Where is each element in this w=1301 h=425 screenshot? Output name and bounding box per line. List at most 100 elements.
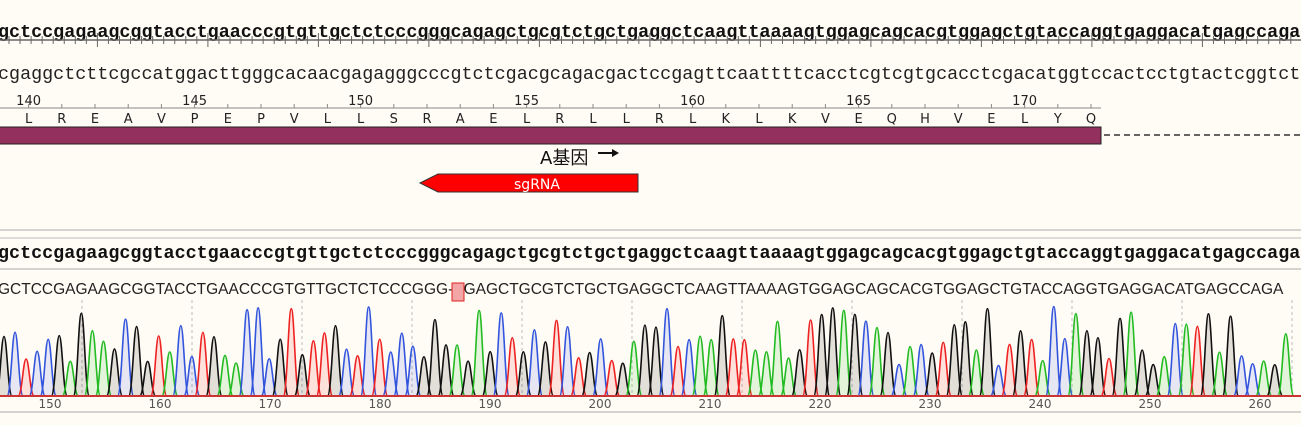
amino-acid: L	[689, 112, 697, 127]
trace-peak-G	[956, 320, 975, 397]
sgrna-primer-arrow[interactable]	[418, 173, 639, 193]
trace-peak-T	[724, 338, 743, 397]
chromatogram-tick-label: 210	[699, 397, 722, 411]
trace-peak-G	[978, 307, 997, 397]
trace-peak-C	[558, 326, 577, 397]
trace-peak-C	[1166, 322, 1185, 397]
amino-acid: A	[124, 112, 133, 127]
residue-number: 165	[846, 94, 871, 109]
alignment-reference-sequence: gctccgagaagcggtacctgaacccgtgttgctctcccgg…	[0, 243, 1301, 264]
amino-acid: L	[324, 112, 332, 127]
residue-number: 140	[16, 94, 41, 109]
gene-feature-label: A基因	[540, 148, 588, 169]
amino-acid: L	[623, 112, 631, 127]
amino-acid: V	[157, 112, 166, 127]
amino-acid: P	[191, 112, 199, 127]
chromatogram-tick-label: 190	[479, 397, 502, 411]
trace-peak-C	[658, 307, 676, 397]
trace-peak-A	[868, 326, 886, 397]
trace-peak-C	[404, 345, 422, 397]
chromatogram-tick-label: 180	[369, 397, 392, 411]
trace-peak-A	[94, 340, 113, 397]
trace-peak-A	[83, 329, 102, 397]
trace-peak-G	[713, 314, 732, 397]
chromatogram-x-axis: 150 160 170 180 190 200 210 220 230 240 250 260	[39, 397, 1272, 411]
trace-peak-G	[205, 335, 223, 397]
trace-peak-T	[370, 338, 389, 397]
trace-peak-A	[448, 344, 466, 397]
trace-peak-C	[393, 332, 411, 397]
gene-feature-bar[interactable]	[0, 126, 1102, 145]
arrow-right-icon	[598, 149, 619, 157]
residue-number: 155	[514, 94, 539, 109]
trace-peak-C	[116, 318, 135, 397]
trace-peak-C	[249, 307, 267, 397]
trace-peak-A	[216, 354, 234, 397]
trace-peak-G	[1089, 337, 1107, 397]
amino-acid: L	[523, 112, 531, 127]
trace-peak-G	[127, 325, 146, 397]
trace-peak-G	[426, 318, 444, 397]
trace-peak-T	[1022, 338, 1041, 397]
amino-acid: E	[91, 112, 99, 127]
amino-acid: L	[755, 112, 763, 127]
amino-acid: R	[57, 112, 66, 127]
sgrna-label: sgRNA	[514, 177, 560, 193]
trace-peak-T	[194, 331, 212, 397]
chromatogram-tick-label: 170	[259, 397, 282, 411]
trace-peak-C	[525, 329, 544, 397]
residue-number: 150	[348, 94, 373, 109]
chromatogram-tick-label: 220	[809, 397, 832, 411]
amino-acid: E	[854, 112, 862, 127]
amino-acid: R	[555, 112, 564, 127]
trace-peak-C	[6, 331, 24, 397]
trace-peak-C	[912, 343, 930, 397]
trace-peak-T	[149, 335, 168, 397]
trace-peak-G	[72, 312, 91, 397]
amino-acid: Y	[1053, 112, 1062, 127]
amino-acid: V	[290, 112, 299, 127]
amino-acid: Q	[1086, 112, 1096, 127]
chromatogram-tick-label: 250	[1139, 397, 1162, 411]
amino-acid: K	[788, 112, 797, 127]
amino-acid: R	[655, 112, 664, 127]
trace-peak-G	[1133, 349, 1151, 397]
trace-peak-T	[503, 336, 522, 397]
chromatogram	[0, 300, 1295, 397]
amino-acid: L	[589, 112, 597, 127]
chromatogram-tick-label: 160	[149, 397, 172, 411]
trace-peak-A	[1067, 312, 1085, 397]
trace-peak-C	[857, 320, 875, 397]
chromatogram-tick-label: 200	[589, 397, 612, 411]
amino-acid: E	[224, 112, 232, 127]
chromatogram-tick-label: 230	[919, 397, 942, 411]
reference-sequence-top: gctccgagaagcggtacctgaacccgtgttgctctcccgg…	[0, 22, 1301, 43]
translation-track: L R E A V P E P V L L S R A E L R L L R L K L K V E Q H V E L Y Q 140 145 1…	[0, 94, 1101, 127]
trace-peak-C	[1232, 355, 1251, 397]
amino-acid: E	[489, 112, 497, 127]
trace-peak-A	[835, 309, 853, 397]
amino-acid: S	[390, 112, 398, 127]
trace-peak-C	[1044, 305, 1063, 397]
base-ruler	[0, 33, 1301, 47]
trace-peak-G	[326, 324, 345, 397]
trace-peak-G	[50, 334, 69, 397]
trace-peak-A	[1277, 332, 1295, 397]
amino-acid: R	[422, 112, 431, 127]
trace-peak-G	[1011, 330, 1030, 397]
residue-number: 145	[182, 94, 207, 109]
trace-peak-C	[591, 338, 610, 397]
amino-acid: A	[456, 112, 465, 127]
chromatogram-tick-label: 260	[1249, 397, 1272, 411]
trace-peak-G	[1078, 329, 1096, 397]
deletion-gap-marker[interactable]	[451, 282, 465, 302]
trace-peak-C	[359, 306, 378, 397]
trace-peak-C	[337, 348, 356, 397]
amino-acid: V	[821, 112, 830, 127]
trace-peak-G	[1199, 313, 1218, 397]
trace-peak-C	[492, 312, 511, 397]
amino-acid: V	[954, 112, 963, 127]
trace-peak-T	[282, 307, 301, 397]
trace-peak-G	[879, 331, 897, 397]
